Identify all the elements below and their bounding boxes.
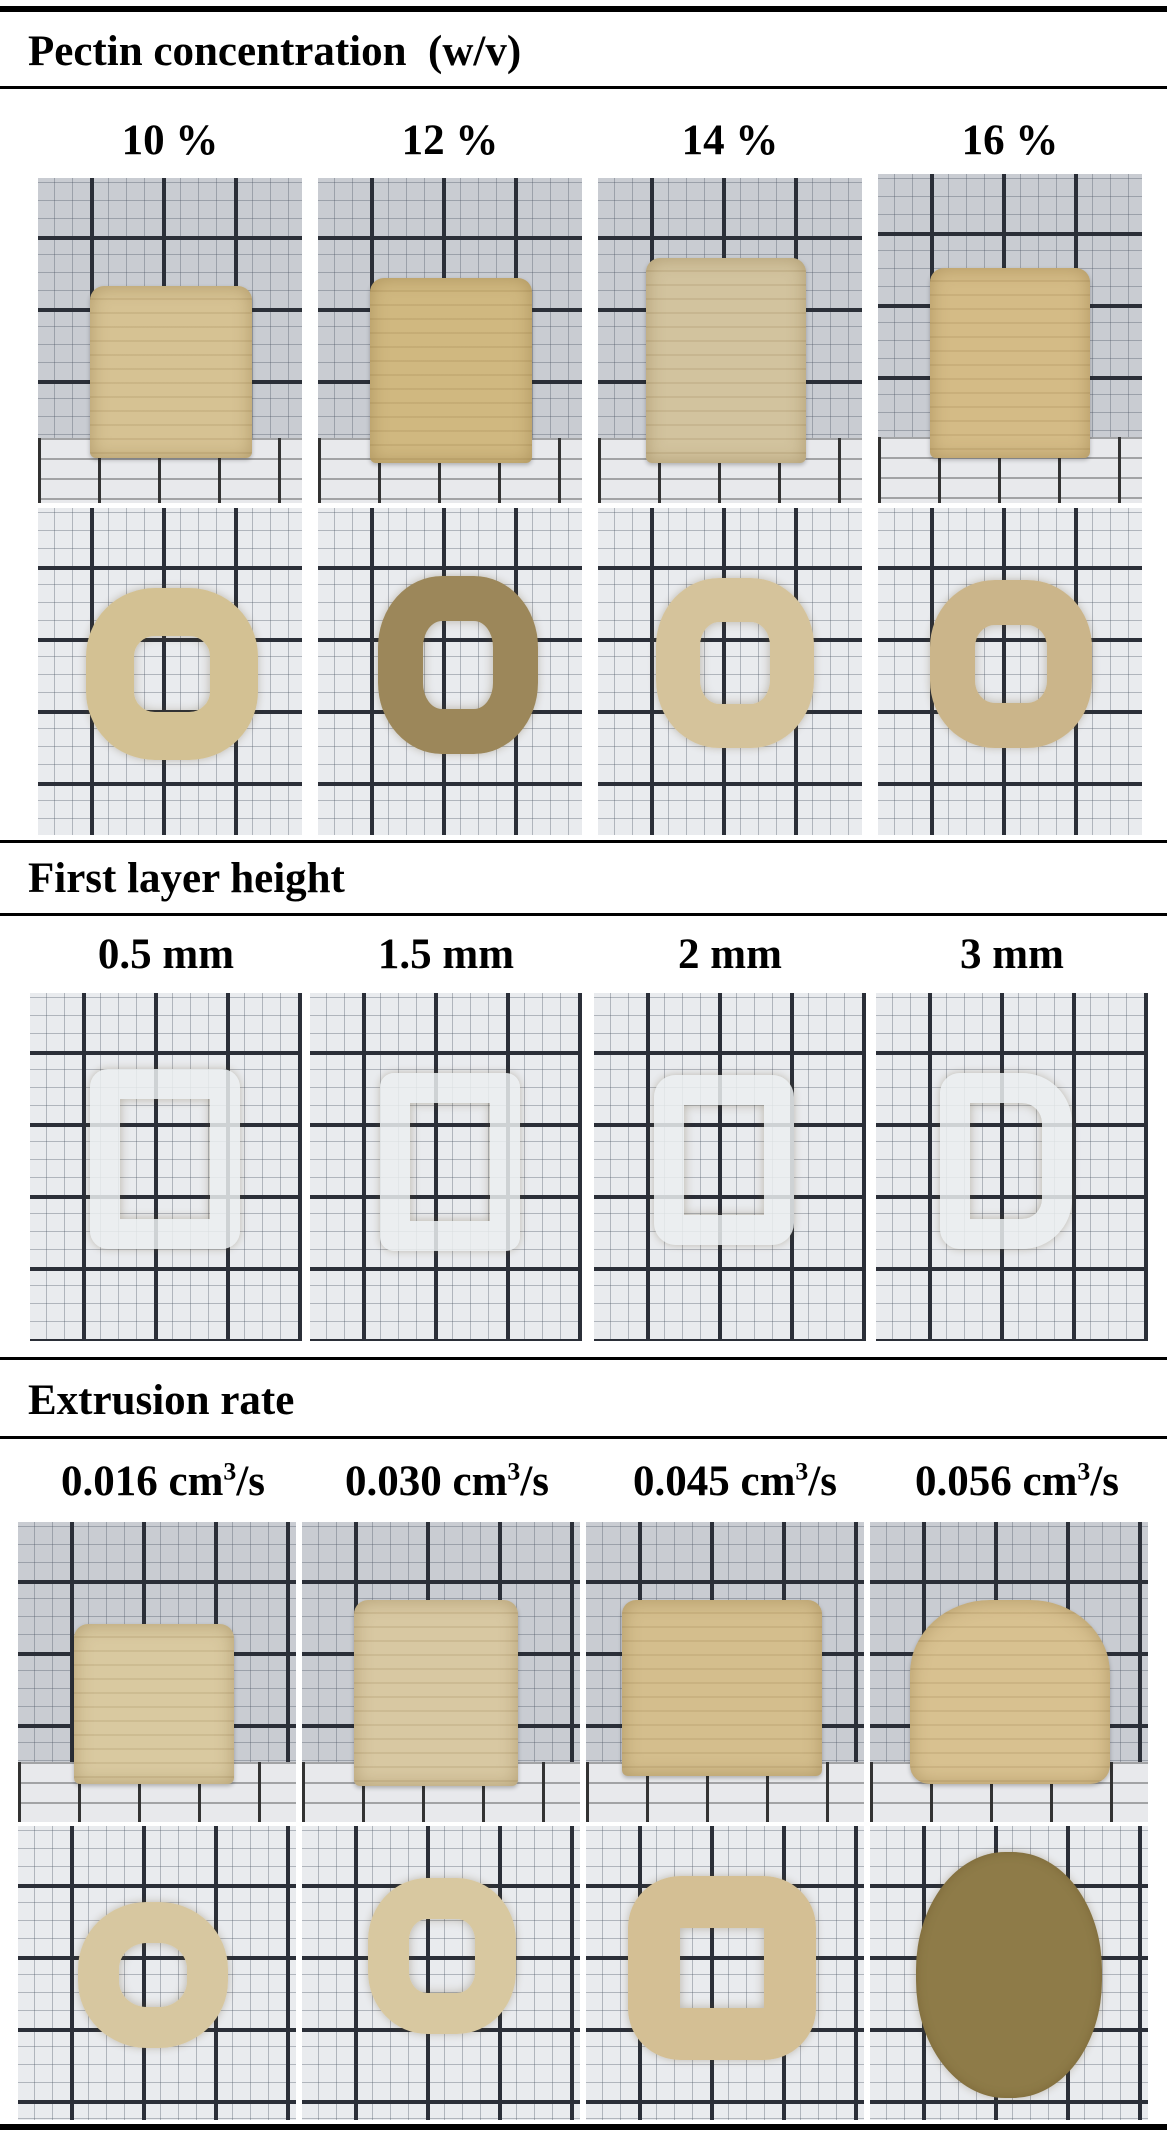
extrusion-top-sample-4 (916, 1852, 1102, 2098)
extrusion-header-rule (0, 1436, 1167, 1439)
extrusion-side-photo-3 (586, 1522, 864, 1822)
extrusion-side-photo-2 (302, 1522, 580, 1822)
pectin-top-sample-1 (86, 588, 258, 760)
pectin-label-3: 14 % (681, 117, 779, 164)
extrusion-top-rule (0, 1357, 1167, 1360)
bottom-border-rule (0, 2124, 1167, 2130)
extrusion-top-photo-2 (302, 1826, 580, 2120)
first-layer-photo-2 (310, 993, 582, 1341)
pectin-side-sample-2 (370, 278, 532, 463)
extrusion-section-title: Extrusion rate (28, 1377, 295, 1424)
first-layer-sample-2 (380, 1073, 520, 1251)
pectin-side-sample-1 (90, 286, 252, 458)
first-layer-label-1: 0.5 mm (97, 931, 235, 978)
first-layer-top-rule (0, 840, 1167, 843)
first-layer-section-title: First layer height (28, 855, 345, 902)
pectin-top-photo-1 (38, 508, 302, 835)
extrusion-label-4: 0.056 cm3/s (915, 1456, 1119, 1505)
extrusion-side-sample-3 (622, 1600, 822, 1776)
pectin-side-photo-2 (318, 178, 582, 503)
pectin-side-photo-4 (878, 174, 1142, 503)
extrusion-label-3: 0.045 cm3/s (633, 1456, 837, 1505)
first-layer-photo-1 (30, 993, 302, 1341)
first-layer-sample-1 (90, 1069, 240, 1249)
first-layer-header-rule (0, 913, 1167, 916)
extrusion-top-sample-3 (628, 1876, 816, 2060)
pectin-side-photo-3 (598, 178, 862, 503)
first-layer-sample-4 (940, 1073, 1072, 1249)
first-layer-photo-4 (876, 993, 1148, 1341)
pectin-top-photo-4 (878, 508, 1142, 835)
pectin-side-sample-3 (646, 258, 806, 463)
extrusion-top-sample-1 (78, 1902, 228, 2048)
extrusion-side-sample-1 (74, 1624, 234, 1784)
extrusion-label-1: 0.016 cm3/s (61, 1456, 265, 1505)
top-border-rule (0, 6, 1167, 12)
pectin-label-4: 16 % (961, 117, 1059, 164)
pectin-section-title: Pectin concentration (w/v) (28, 28, 522, 75)
pectin-top-sample-4 (930, 580, 1092, 748)
pectin-top-sample-3 (656, 578, 814, 748)
first-layer-label-4: 3 mm (960, 931, 1064, 978)
first-layer-label-3: 2 mm (678, 931, 782, 978)
pectin-label-2: 12 % (401, 117, 499, 164)
extrusion-side-photo-4 (870, 1522, 1148, 1822)
first-layer-sample-3 (654, 1075, 794, 1245)
first-layer-photo-3 (594, 993, 866, 1341)
extrusion-top-photo-1 (18, 1826, 296, 2120)
extrusion-label-2: 0.030 cm3/s (345, 1456, 549, 1505)
pectin-top-sample-2 (378, 576, 538, 754)
pectin-label-1: 10 % (121, 117, 219, 164)
pectin-side-sample-4 (930, 268, 1090, 458)
pectin-header-rule (0, 86, 1167, 89)
first-layer-label-2: 1.5 mm (377, 931, 515, 978)
extrusion-top-sample-2 (368, 1878, 516, 2034)
pectin-top-photo-2 (318, 508, 582, 835)
extrusion-side-sample-2 (354, 1600, 518, 1786)
extrusion-top-photo-4 (870, 1826, 1148, 2120)
pectin-side-photo-1 (38, 178, 302, 503)
extrusion-top-photo-3 (586, 1826, 864, 2120)
pectin-top-photo-3 (598, 508, 862, 835)
extrusion-side-sample-4 (910, 1600, 1110, 1784)
extrusion-side-photo-1 (18, 1522, 296, 1822)
